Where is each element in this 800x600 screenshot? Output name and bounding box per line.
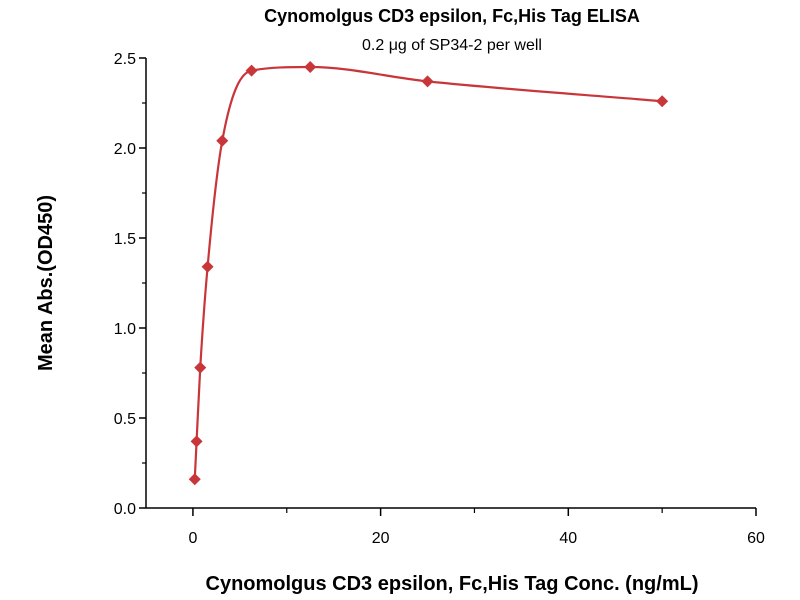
chart-subtitle: 0.2 μg of SP34-2 per well — [362, 37, 542, 54]
y-tick-label: 1.5 — [114, 231, 136, 248]
x-tick-label: 40 — [559, 530, 577, 547]
data-point — [656, 95, 669, 108]
y-tick-label: 0.0 — [114, 501, 136, 518]
chart-title: Cynomolgus CD3 epsilon, Fc,His Tag ELISA — [264, 6, 640, 26]
data-point — [188, 473, 201, 486]
y-tick-label: 0.5 — [114, 411, 136, 428]
data-point — [216, 134, 229, 147]
y-tick-label: 2.5 — [114, 51, 136, 68]
y-axis-label: Mean Abs.(OD450) — [35, 195, 57, 371]
data-point — [421, 75, 434, 88]
data-point — [194, 361, 207, 374]
y-tick-label: 1.0 — [114, 321, 136, 338]
fit-curve — [193, 65, 663, 480]
x-tick-label: 20 — [372, 530, 390, 547]
data-point — [245, 64, 258, 77]
x-tick-label: 0 — [188, 530, 197, 547]
data-point — [190, 435, 203, 448]
x-tick-label: 60 — [747, 530, 765, 547]
y-tick-label: 2.0 — [114, 141, 136, 158]
x-axis-label: Cynomolgus CD3 epsilon, Fc,His Tag Conc.… — [206, 573, 699, 595]
data-point — [304, 61, 317, 73]
data-point — [201, 260, 214, 273]
